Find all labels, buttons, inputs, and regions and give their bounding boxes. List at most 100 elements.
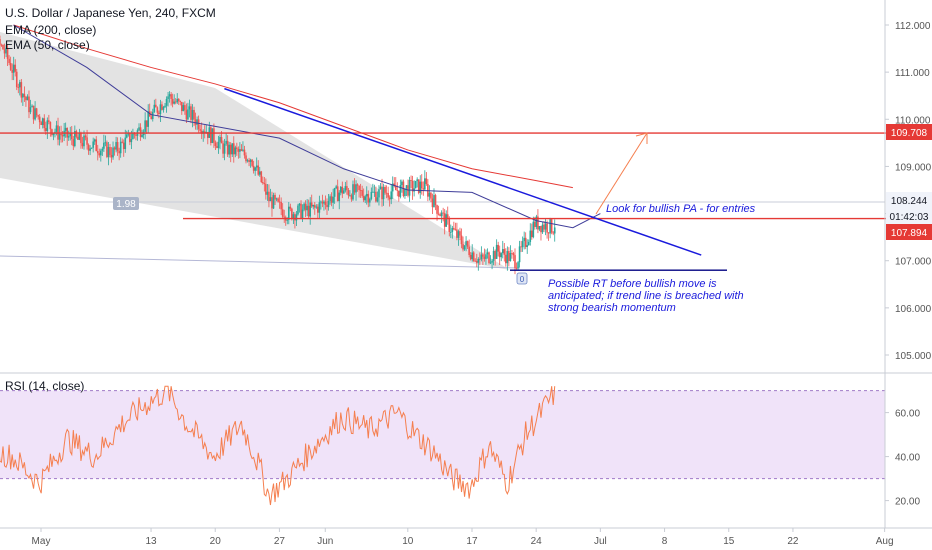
annotation-line-3: strong bearish momentum xyxy=(548,302,676,314)
price-label-text: 108.244 xyxy=(891,196,928,207)
candle-body xyxy=(534,221,536,227)
candle-body xyxy=(495,244,498,259)
candle-body xyxy=(19,82,21,88)
rsi-tick-label: 40.00 xyxy=(895,453,920,464)
candle-body xyxy=(14,64,17,72)
candle-body xyxy=(197,119,200,130)
candle-body xyxy=(450,232,452,233)
candle-body xyxy=(375,191,377,202)
candle-body xyxy=(141,135,143,137)
candle-body xyxy=(549,219,551,234)
candle-body xyxy=(158,112,160,115)
candle-body xyxy=(477,258,480,263)
candle-body xyxy=(391,183,394,192)
price-axis: 112.000111.000110.000109.000108.000107.0… xyxy=(884,0,932,528)
candle-body xyxy=(365,193,368,197)
candle-body xyxy=(106,142,108,158)
candle-body xyxy=(310,202,313,207)
shaded-triangle xyxy=(0,32,510,270)
candle-body xyxy=(55,125,58,132)
candle-body xyxy=(23,93,26,97)
candle-body xyxy=(223,143,226,154)
candle-body xyxy=(543,224,545,230)
candle-body xyxy=(266,191,269,195)
candle-body xyxy=(292,214,295,219)
candle-body xyxy=(262,182,264,184)
candle-body xyxy=(520,246,522,248)
candle-body xyxy=(124,137,127,150)
candle-body xyxy=(214,142,217,146)
candle-body xyxy=(182,105,185,112)
candle-body xyxy=(369,198,371,203)
rsi-ticks: 60.00 40.00 20.00 xyxy=(885,409,920,508)
candle-body xyxy=(222,143,224,154)
candle-body xyxy=(353,184,356,193)
price-tick-label: 111.000 xyxy=(895,68,930,79)
candle-body xyxy=(411,180,414,192)
candle-body xyxy=(15,71,18,88)
annotation-line-1: Possible RT before bullish move is xyxy=(548,278,717,290)
candle-body xyxy=(107,147,110,158)
candle-body xyxy=(344,186,347,191)
candle-body xyxy=(115,142,117,150)
candle-body xyxy=(552,232,554,234)
candle-body xyxy=(54,131,56,133)
candle-body xyxy=(118,151,120,154)
candle-body xyxy=(122,142,125,150)
candle-body xyxy=(517,262,519,269)
candle-body xyxy=(280,201,282,210)
candle-body xyxy=(52,132,55,136)
candle-body xyxy=(390,191,392,200)
candle-body xyxy=(497,244,499,252)
candle-body xyxy=(196,119,198,125)
candle-body xyxy=(362,195,365,201)
time-axis: May 13 20 27 Jun 10 17 24 Jul 8 15 22 Aug xyxy=(0,527,932,547)
time-tick-label: 22 xyxy=(787,536,799,547)
candle-body xyxy=(317,206,319,213)
candle-body xyxy=(440,212,443,217)
candle-body xyxy=(417,179,420,193)
candle-body xyxy=(320,201,322,203)
candle-body xyxy=(17,87,20,88)
candle-body xyxy=(329,196,331,202)
candle-body xyxy=(96,151,99,154)
candle-body xyxy=(346,186,348,191)
ratio-badge xyxy=(113,197,139,210)
candle-body xyxy=(474,260,477,262)
candle-body xyxy=(51,129,53,136)
candle-body xyxy=(512,253,515,256)
candle-body xyxy=(303,203,305,210)
candle-body xyxy=(40,122,43,126)
price-tick-label: 107.000 xyxy=(895,257,932,268)
candle-body xyxy=(492,250,495,261)
rsi-tick-label: 60.00 xyxy=(895,409,920,420)
candle-body xyxy=(69,133,72,137)
candle-body xyxy=(460,235,463,245)
rsi-title: RSI (14, close) xyxy=(5,379,84,393)
candle-body xyxy=(482,254,484,257)
candle-body xyxy=(313,204,316,208)
candle-body xyxy=(451,227,454,233)
candle-body xyxy=(443,213,446,227)
candle-body xyxy=(370,191,373,199)
chart-title: U.S. Dollar / Japanese Yen, 240, FXCM xyxy=(5,6,216,20)
candle-body xyxy=(216,145,218,149)
candle-body xyxy=(364,196,367,201)
candle-body xyxy=(514,255,516,268)
candle-body xyxy=(43,118,46,129)
candle-body xyxy=(358,185,360,191)
candle-body xyxy=(248,160,250,162)
time-tick-label: 8 xyxy=(662,536,668,547)
candle-body xyxy=(446,214,449,219)
candle-body xyxy=(434,195,437,206)
candle-body xyxy=(251,159,253,166)
time-tick-label: 27 xyxy=(274,536,286,547)
candle-body xyxy=(129,132,131,143)
candle-body xyxy=(84,135,87,138)
candle-body xyxy=(3,49,6,54)
price-tick-label: 109.000 xyxy=(895,162,932,173)
candle-body xyxy=(70,133,73,140)
candle-body xyxy=(278,201,281,203)
candle-body xyxy=(433,195,435,208)
